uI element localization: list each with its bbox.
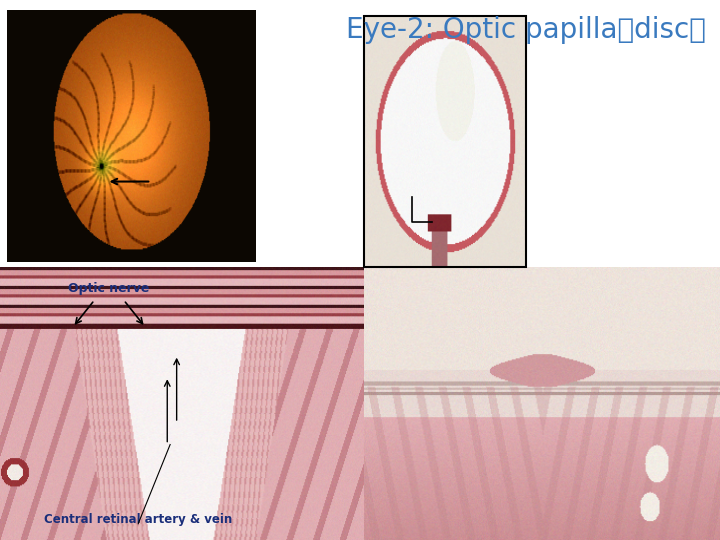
Text: Eye-2: Optic papilla（disc）: Eye-2: Optic papilla（disc） — [346, 16, 706, 44]
Bar — [364, 16, 526, 267]
Text: Optic nerve: Optic nerve — [68, 281, 150, 295]
Text: Central retinal artery & vein: Central retinal artery & vein — [44, 514, 233, 526]
